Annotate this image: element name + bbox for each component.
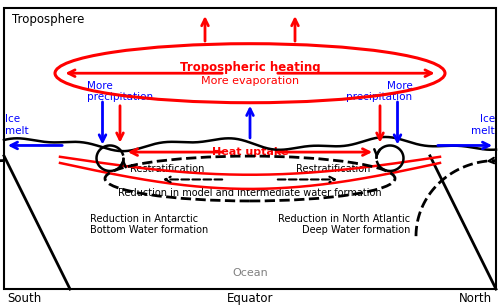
Text: More
precipitation: More precipitation bbox=[346, 81, 412, 102]
Text: Reduction in model and intermediate water formation: Reduction in model and intermediate wate… bbox=[118, 188, 382, 198]
Text: Heat uptake: Heat uptake bbox=[212, 147, 288, 157]
Text: Tropospheric heating: Tropospheric heating bbox=[180, 60, 320, 74]
Text: Reduction in Antarctic
Bottom Water formation: Reduction in Antarctic Bottom Water form… bbox=[90, 214, 208, 235]
Text: Ice
melt: Ice melt bbox=[5, 115, 28, 136]
Text: More
precipitation: More precipitation bbox=[88, 81, 154, 102]
Text: Reduction in North Atlantic
Deep Water formation: Reduction in North Atlantic Deep Water f… bbox=[278, 214, 410, 235]
Text: Restratification: Restratification bbox=[296, 164, 370, 174]
Text: North: North bbox=[460, 292, 492, 305]
Text: South: South bbox=[8, 292, 42, 305]
Text: Equator: Equator bbox=[227, 292, 273, 305]
Text: More evaporation: More evaporation bbox=[201, 76, 299, 86]
Text: Ice
melt: Ice melt bbox=[472, 115, 495, 136]
Text: Troposphere: Troposphere bbox=[12, 13, 85, 26]
Text: Ocean: Ocean bbox=[232, 268, 268, 278]
Text: Restratification: Restratification bbox=[130, 164, 204, 174]
